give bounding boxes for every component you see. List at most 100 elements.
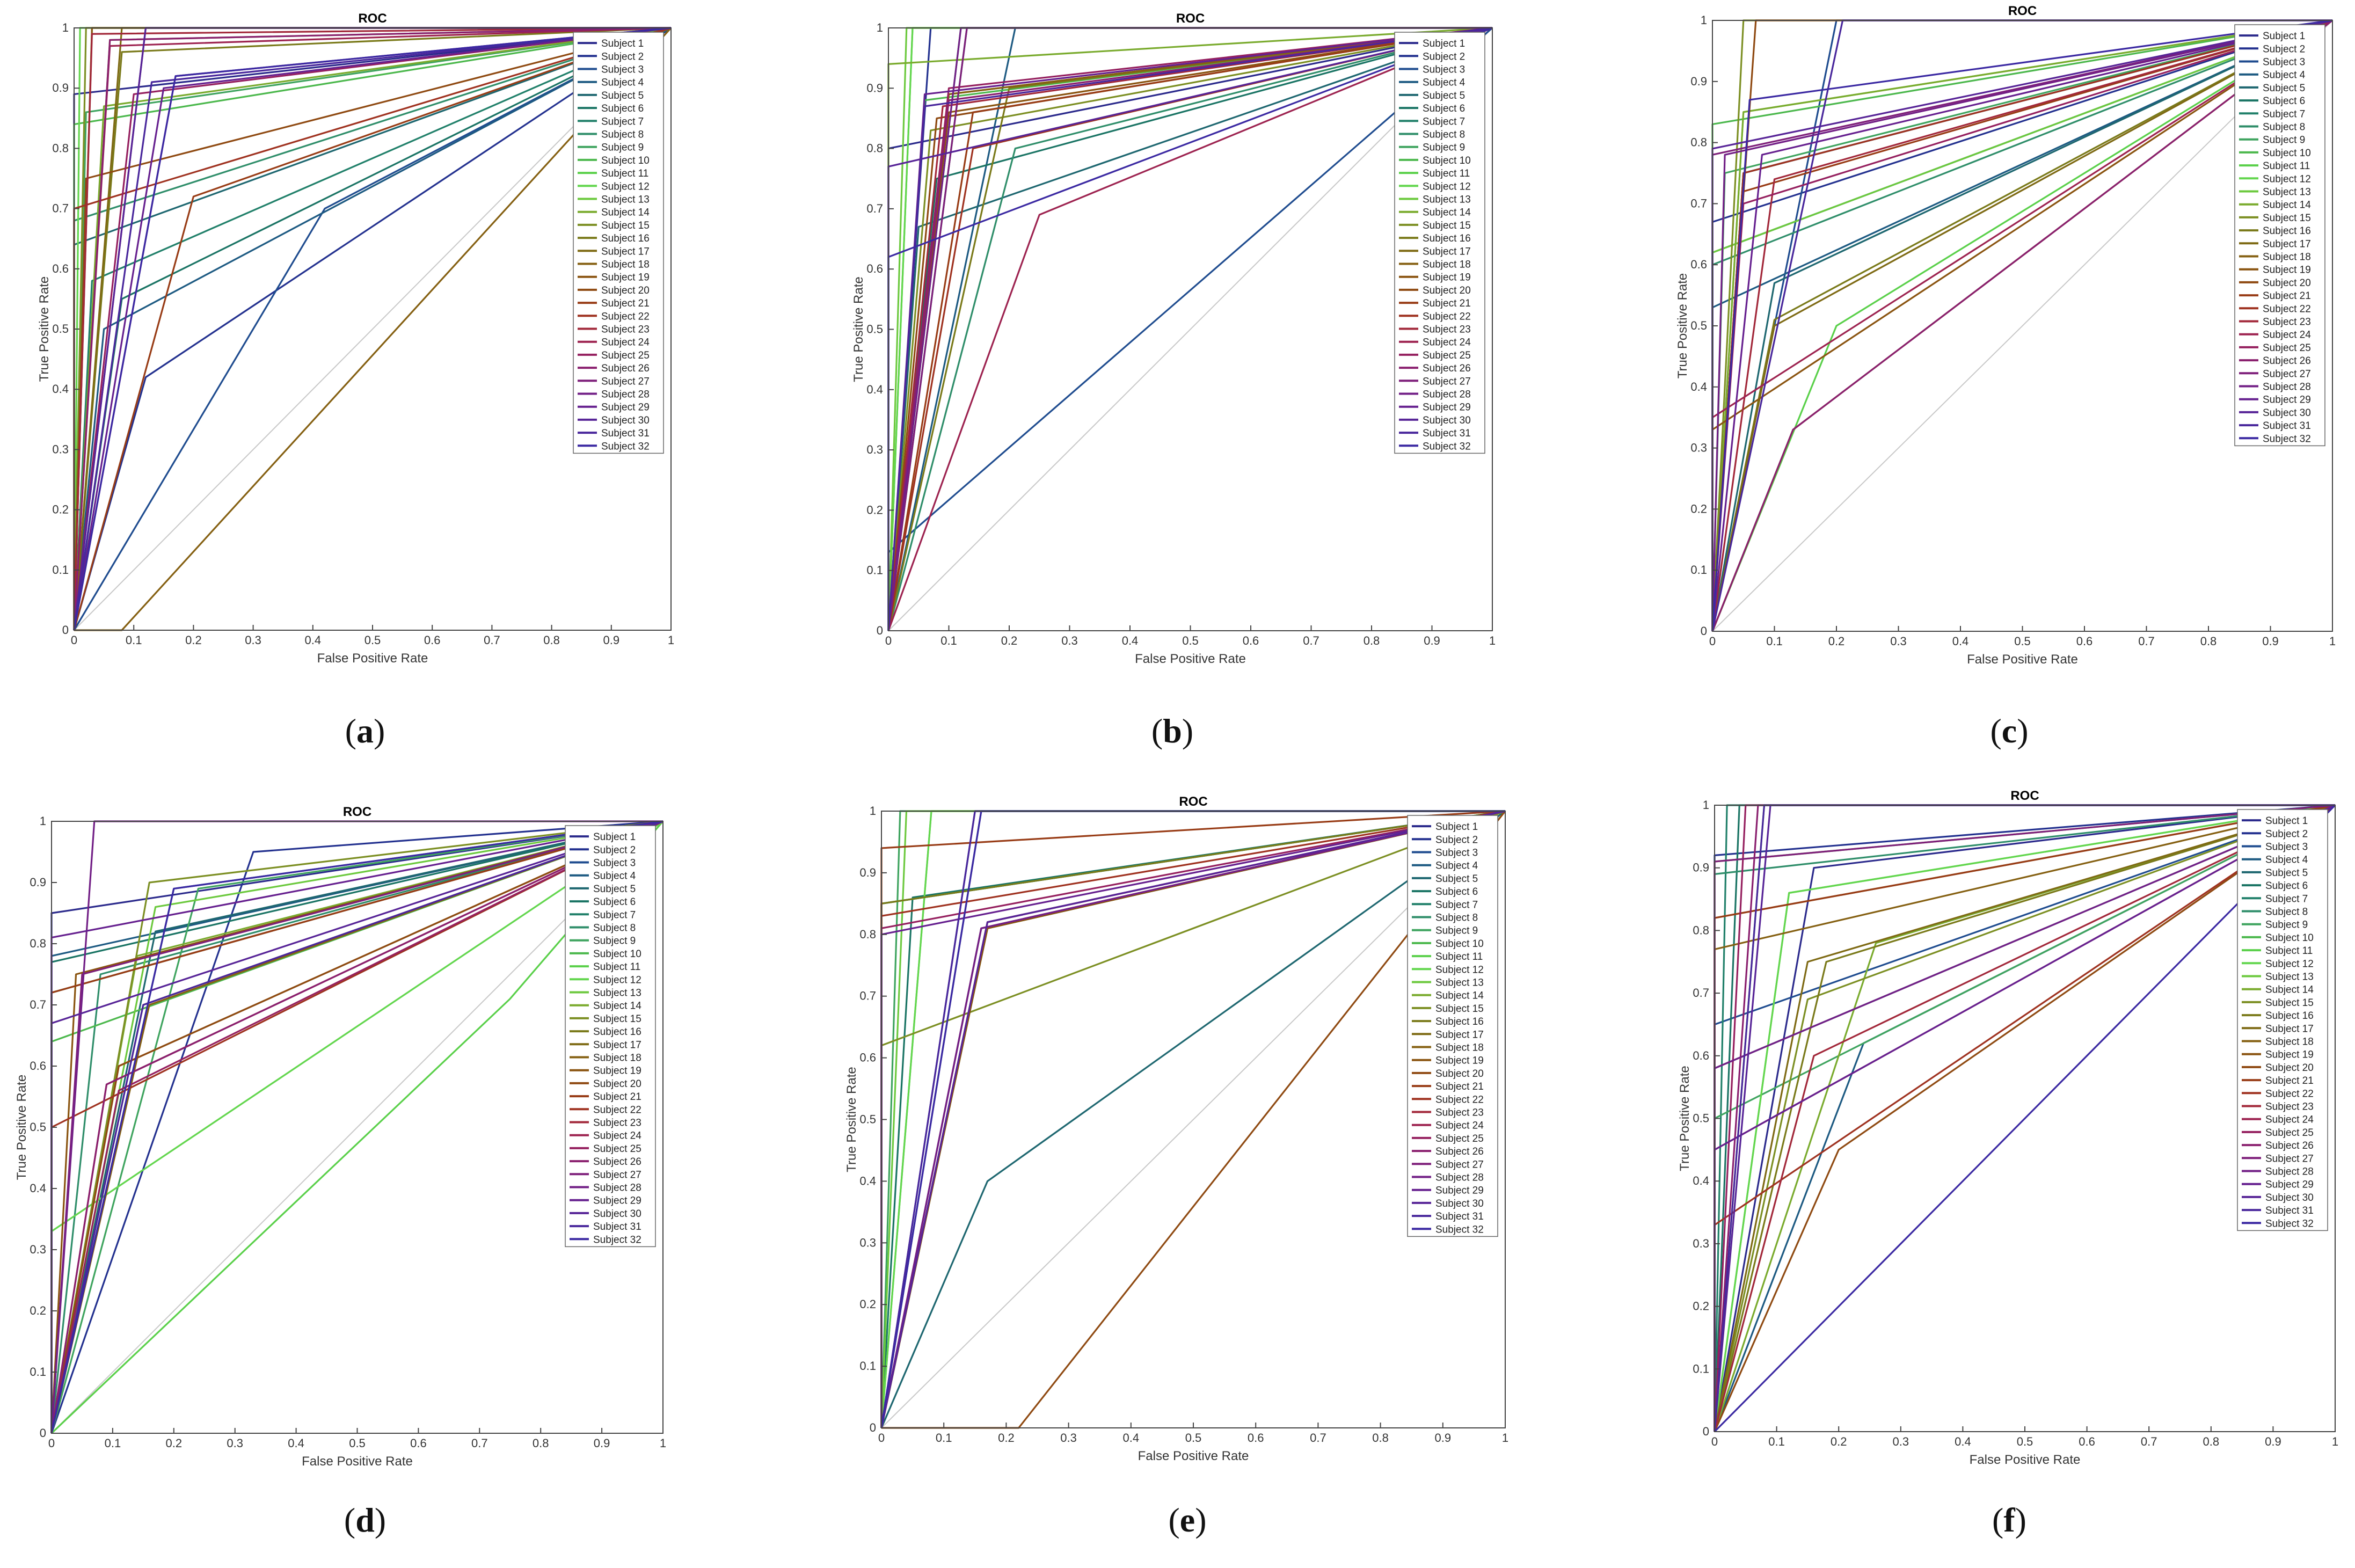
legend-entry: Subject 15	[2263, 213, 2311, 224]
roc-curve-subject-16	[1714, 804, 2336, 1432]
legend-entry: Subject 15	[2265, 997, 2314, 1009]
legend-entry: Subject 25	[2265, 1127, 2314, 1139]
panel-c: 0 0.1 0.2 0.3 0.4 0.5 0.6 0.7 0.8 0.9 1 0 0.1 0.2 0.3 0…	[1570, 0, 2355, 784]
legend-entry: Subject 20	[2265, 1062, 2314, 1074]
roc-curve-subject-23	[1711, 19, 2333, 632]
roc-chart-d: 0 0.1 0.2 0.3 0.4 0.5 0.6 0.7 0.8 0.9 1 0 0.1 0.2 0.3 0…	[14, 805, 666, 1469]
legend-entry: Subject 32	[2265, 1218, 2314, 1229]
y-axis-label: True Positive Rate	[1675, 273, 1690, 379]
roc-curve-subject-29	[73, 27, 672, 631]
legend-entry: Subject 20	[1423, 285, 1471, 296]
legend-entry: Subject 23	[2265, 1102, 2314, 1113]
roc-curve-subject-20	[50, 820, 664, 1434]
legend-entry: Subject 14	[2265, 984, 2314, 996]
y-tick-label: 0.7	[30, 998, 46, 1011]
y-tick-label: 0.5	[30, 1120, 46, 1134]
x-tick-label: 0.6	[410, 1436, 427, 1450]
caption-letter: c	[2001, 712, 2017, 750]
legend-entry: Subject 27	[593, 1169, 641, 1180]
x-tick-label: 0.5	[2014, 635, 2031, 648]
roc-curve-subject-20	[1714, 804, 2336, 1432]
legend-entry: Subject 4	[2263, 70, 2306, 81]
legend-entry: Subject 6	[1423, 103, 1465, 114]
legend-entry: Subject 31	[1423, 428, 1471, 439]
legend-entry: Subject 11	[601, 168, 648, 179]
legend-entry: Subject 27	[2263, 368, 2311, 380]
y-tick-label: 1	[1701, 13, 1707, 27]
legend-entry: Subject 28	[1435, 1172, 1484, 1184]
roc-curve-subject-28	[880, 810, 1506, 1428]
x-axis-label: False Positive Rate	[1970, 1453, 2081, 1467]
panel-d: 0 0.1 0.2 0.3 0.4 0.5 0.6 0.7 0.8 0.9 1 0 0.1 0.2 0.3 0…	[0, 784, 785, 1568]
x-tick-label: 0.3	[227, 1436, 243, 1450]
chart-title: ROC	[1176, 11, 1205, 26]
legend-entry: Subject 4	[1435, 860, 1478, 872]
legend-entry: Subject 18	[2263, 252, 2311, 263]
y-tick-label: 0.6	[1690, 258, 1707, 271]
roc-curve-subject-32	[73, 27, 672, 631]
y-tick-label: 0.6	[859, 1051, 876, 1064]
y-tick-label: 0	[62, 623, 69, 637]
y-tick-label: 0.2	[859, 1297, 876, 1311]
legend-entry: Subject 14	[1423, 207, 1471, 218]
chance-diagonal	[74, 27, 672, 631]
x-axis-label: False Positive Rate	[1967, 652, 2078, 667]
y-tick-label: 0.8	[1693, 923, 1709, 937]
legend-entry: Subject 28	[1423, 389, 1471, 400]
caption-letter: d	[355, 1501, 375, 1539]
y-tick-label: 0.7	[859, 989, 876, 1003]
legend-entry: Subject 22	[1423, 311, 1471, 322]
legend-entry: Subject 13	[1423, 194, 1471, 206]
roc-curve-subject-21	[887, 27, 1493, 631]
roc-curve-subject-31	[73, 27, 672, 631]
caption-f: (f)	[1992, 1501, 2026, 1539]
x-axis-label: False Positive Rate	[317, 651, 428, 666]
roc-curve-subject-17	[1711, 19, 2333, 632]
x-tick-label: 0	[48, 1436, 55, 1450]
legend-entry: Subject 8	[2263, 122, 2305, 133]
legend-entry: Subject 28	[601, 389, 650, 400]
roc-curve-subject-30	[880, 810, 1506, 1428]
roc-chart-c: 0 0.1 0.2 0.3 0.4 0.5 0.6 0.7 0.8 0.9 1 0 0.1 0.2 0.3 0…	[1675, 4, 2336, 667]
legend-entry: Subject 12	[2265, 958, 2314, 969]
roc-curve-subject-14	[1711, 19, 2333, 632]
y-tick-label: 0.9	[866, 81, 883, 94]
legend-entry: Subject 21	[2263, 290, 2311, 302]
legend-entry: Subject 4	[2265, 855, 2308, 866]
legend-entry: Subject 3	[1423, 64, 1465, 76]
legend-entry: Subject 9	[2265, 920, 2308, 931]
x-tick-label: 0	[885, 634, 892, 647]
legend-entry: Subject 23	[2263, 317, 2311, 328]
legend-entry: Subject 25	[2263, 342, 2311, 354]
legend-box	[2237, 809, 2328, 1231]
y-tick-label: 1	[62, 21, 69, 34]
legend-entry: Subject 10	[2265, 932, 2314, 944]
legend-entry: Subject 18	[1423, 259, 1471, 271]
x-tick-label: 1	[660, 1436, 666, 1450]
x-tick-label: 0.1	[126, 633, 142, 647]
y-tick-label: 0.6	[1693, 1049, 1709, 1062]
legend-entry: Subject 15	[1423, 220, 1471, 231]
roc-curve-subject-3	[73, 27, 672, 631]
legend-entry: Subject 29	[1423, 402, 1471, 413]
legend-entry: Subject 14	[593, 1001, 641, 1012]
x-axis-label: False Positive Rate	[302, 1454, 413, 1469]
legend-entry: Subject 13	[601, 194, 650, 206]
legend-box	[1407, 815, 1498, 1237]
roc-curve-subject-8	[50, 820, 664, 1434]
y-tick-label: 1	[877, 21, 883, 34]
legend-entry: Subject 17	[593, 1039, 641, 1051]
y-tick-label: 0.2	[1690, 502, 1707, 515]
y-tick-label: 0.9	[1690, 75, 1707, 88]
roc-curve-subject-25	[50, 820, 664, 1434]
legend-entry: Subject 9	[593, 936, 636, 947]
legend-entry: Subject 5	[1423, 90, 1465, 101]
legend-entry: Subject 22	[593, 1104, 641, 1115]
legend-entry: Subject 3	[1435, 848, 1478, 859]
caption-letter: b	[1163, 712, 1182, 750]
roc-chart-e: 0 0.1 0.2 0.3 0.4 0.5 0.6 0.7 0.8 0.9 1 0 0.1 0.2 0.3 0…	[844, 794, 1508, 1463]
roc-curve-subject-29	[1711, 19, 2333, 632]
legend-entry: Subject 21	[1435, 1081, 1484, 1092]
x-tick-label: 0.3	[1060, 1431, 1077, 1445]
legend-entry: Subject 2	[601, 51, 644, 62]
